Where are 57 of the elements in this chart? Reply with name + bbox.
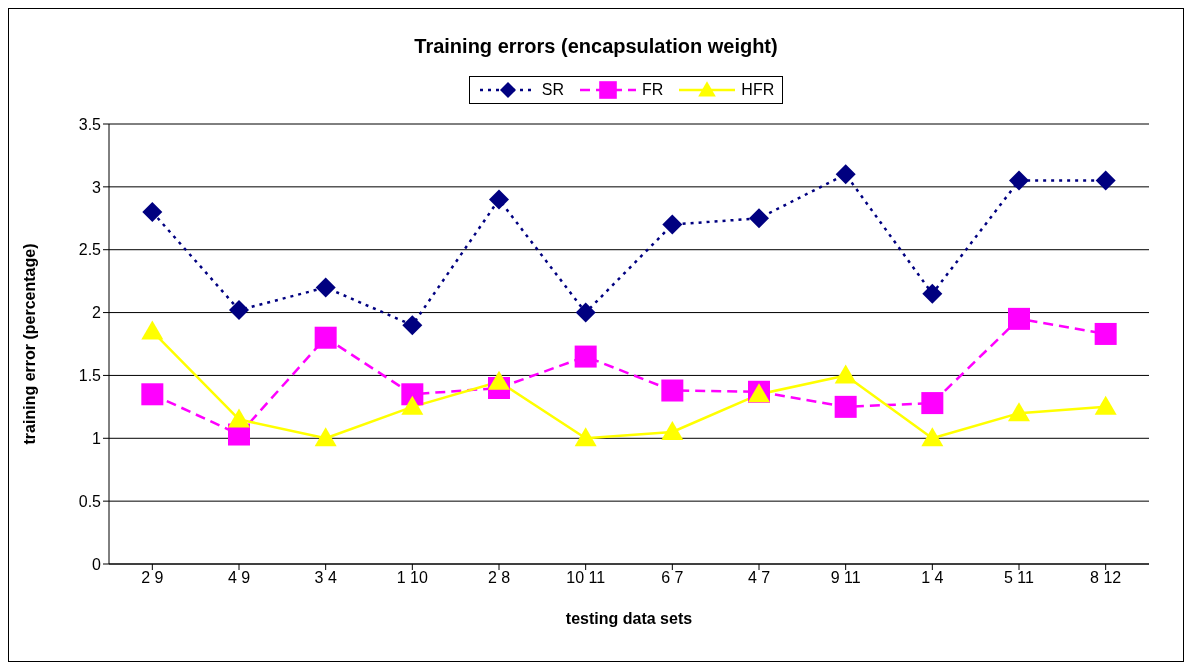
point xyxy=(401,395,424,415)
point xyxy=(488,370,510,390)
point xyxy=(662,214,683,235)
x-tick-label: 2 9 xyxy=(141,569,164,587)
point xyxy=(575,302,596,323)
x-tick-label: 1 4 xyxy=(921,569,944,587)
point xyxy=(489,189,509,210)
x-tick-label: 10 11 xyxy=(566,569,606,587)
point xyxy=(921,392,944,415)
point xyxy=(1009,170,1029,191)
point xyxy=(1094,322,1117,345)
point xyxy=(749,208,769,229)
x-tick-label: 4 9 xyxy=(227,569,251,587)
point xyxy=(661,379,684,402)
legend-label: SR xyxy=(541,81,564,99)
y-tick-label: 2.5 xyxy=(78,241,102,259)
chart-title: Training errors (encapsulation weight) xyxy=(413,35,779,58)
y-tick-label: 1 xyxy=(92,429,102,447)
point xyxy=(314,326,337,349)
point xyxy=(229,300,249,321)
x-tick-label: 5 11 xyxy=(1004,569,1035,587)
x-axis-title: testing data sets xyxy=(565,610,693,627)
y-tick-label: 3.5 xyxy=(78,115,102,133)
point xyxy=(314,427,337,447)
y-tick-label: 3 xyxy=(92,178,102,196)
point xyxy=(1008,307,1030,330)
point xyxy=(921,427,944,447)
x-tick-label: 8 12 xyxy=(1090,569,1122,587)
x-tick-label: 3 4 xyxy=(314,569,337,587)
point xyxy=(574,345,597,368)
x-tick-label: 9 11 xyxy=(830,569,861,587)
point xyxy=(141,383,164,406)
point xyxy=(574,427,597,447)
legend-label: HFR xyxy=(741,81,775,99)
x-tick-label: 6 7 xyxy=(661,569,684,587)
y-tick-label: 1.5 xyxy=(78,367,102,385)
x-tick-label: 1 10 xyxy=(396,569,429,587)
x-tick-label: 2 8 xyxy=(487,569,511,587)
point xyxy=(1095,170,1116,191)
y-axis-title: training error (percentage) xyxy=(20,243,38,445)
point xyxy=(141,320,164,340)
point xyxy=(315,277,336,298)
point xyxy=(228,408,250,428)
y-tick-label: 2 xyxy=(92,304,102,322)
point xyxy=(922,283,943,304)
point xyxy=(142,202,163,222)
legend-label: FR xyxy=(642,81,664,99)
point xyxy=(1094,395,1117,415)
point xyxy=(834,395,857,418)
y-tick-label: 0.5 xyxy=(78,492,102,510)
y-tick-label: 0 xyxy=(92,555,102,573)
point xyxy=(661,421,684,440)
point xyxy=(835,164,856,185)
point xyxy=(834,364,857,384)
point xyxy=(1008,402,1030,422)
x-tick-label: 4 7 xyxy=(747,569,771,587)
point xyxy=(402,315,423,336)
